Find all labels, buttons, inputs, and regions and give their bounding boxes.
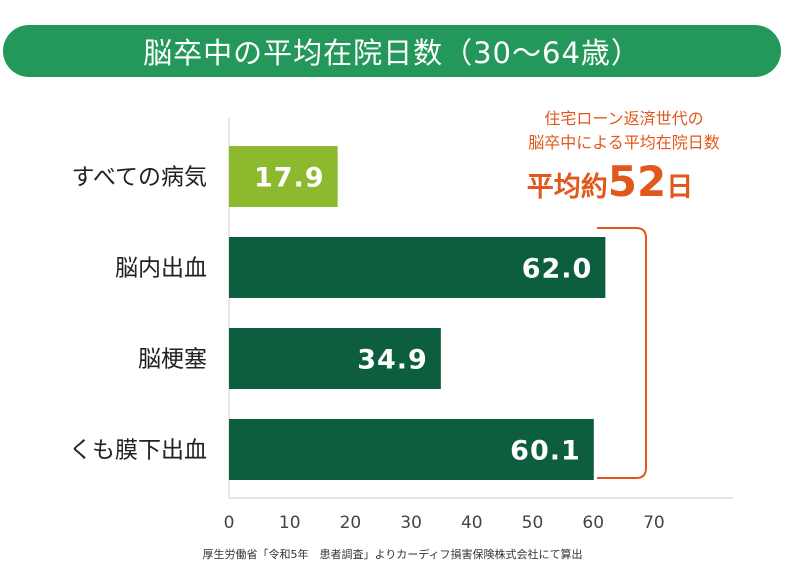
x-tick-label-7: 70 [643,513,665,533]
x-tick-label-2: 20 [340,513,362,533]
category-label-3: くも膜下出血 [69,438,207,464]
chart-title: 脳卒中の平均在院日数（30～64歳） [143,36,641,70]
value-label-2: 34.9 [357,345,428,376]
annotation-number: 52 [608,157,666,206]
source-note: 厚生労働省「令和5年 患者調査」よりカーディフ損害保険株式会社にて算出 [202,548,583,561]
x-tick-label-0: 0 [224,513,235,533]
annotation-value: 平均約52日 [527,157,693,206]
bar-3 [229,419,594,480]
x-tick-label-5: 50 [522,513,544,533]
bar-0 [229,146,338,207]
annotation-prefix: 平均約 [527,171,608,203]
category-label-0: すべての病気 [72,165,207,191]
annotation-line1: 住宅ローン返済世代の [544,109,703,128]
annotation-line2: 脳卒中による平均在院日数 [528,133,720,152]
x-tick-label-4: 40 [461,513,483,533]
title-bar: 脳卒中の平均在院日数（30～64歳） [3,25,781,77]
value-label-3: 60.1 [510,436,581,467]
bar-2 [229,328,441,389]
value-label-0: 17.9 [254,163,325,194]
x-tick-label-1: 10 [279,513,301,533]
bar-1 [229,237,606,298]
annotation-bracket [597,227,647,479]
value-label-1: 62.0 [522,254,593,285]
category-label-1: 脳内出血 [115,256,207,282]
category-label-2: 脳梗塞 [138,347,207,373]
x-tick-label-3: 30 [400,513,422,533]
annotation-suffix: 日 [666,172,693,203]
x-tick-label-6: 60 [582,513,604,533]
